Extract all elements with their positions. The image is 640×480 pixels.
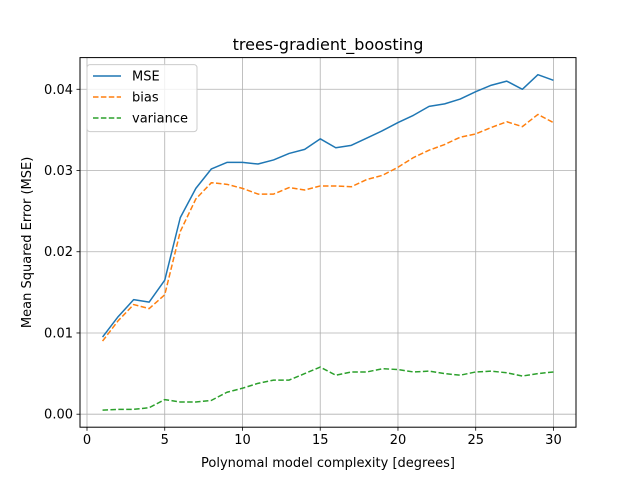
y-tick-label: 0.01 [44, 326, 73, 341]
y-tick-label: 0.02 [44, 245, 73, 260]
x-axis-title: Polynomal model complexity [degrees] [201, 456, 455, 471]
y-axis: 0.00 0.01 0.02 0.03 0.04 [44, 83, 80, 423]
series-layer [101, 73, 554, 411]
legend-label-bias: bias [132, 91, 159, 106]
legend: MSE bias variance [86, 64, 198, 133]
y-tick-label: 0.04 [44, 83, 73, 98]
x-tick-label: 20 [390, 433, 407, 448]
legend-box [86, 64, 198, 133]
y-axis-title: Mean Squared Error (MSE) [20, 157, 35, 328]
chart-title: trees-gradient_boosting [233, 35, 424, 55]
x-tick-label: 15 [312, 433, 329, 448]
series-line-variance [102, 366, 554, 411]
grid [80, 57, 576, 428]
plot-frame [79, 57, 577, 428]
x-tick-label: 30 [545, 433, 562, 448]
legend-label-mse: MSE [132, 70, 160, 85]
y-tick-label: 0.00 [44, 408, 73, 423]
x-tick-label: 0 [83, 433, 91, 448]
legend-label-variance: variance [132, 112, 188, 127]
y-tick-label: 0.03 [44, 164, 73, 179]
x-axis: 0 5 10 15 20 25 30 [83, 427, 562, 448]
x-tick-label: 25 [467, 433, 484, 448]
series-line-mse [101, 73, 554, 338]
series-line-bias [101, 113, 554, 342]
x-tick-label: 10 [234, 433, 251, 448]
x-tick-label: 5 [161, 433, 169, 448]
